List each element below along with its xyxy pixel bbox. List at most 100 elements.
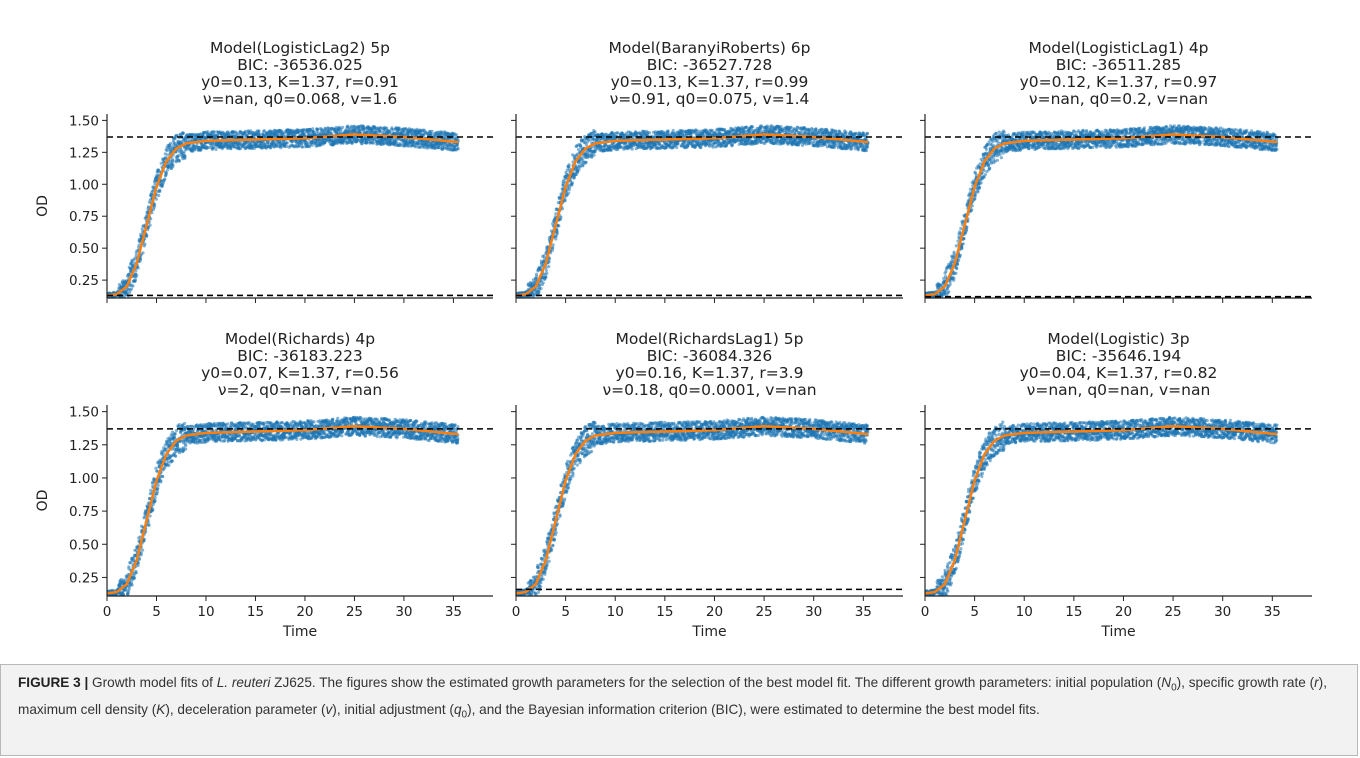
subplot-title-line: BIC: -36536.025: [237, 56, 363, 74]
data-point: [584, 143, 589, 147]
data-point: [789, 125, 793, 129]
data-point: [300, 145, 305, 149]
data-point: [856, 147, 860, 151]
data-point: [570, 181, 575, 185]
data-point: [560, 207, 565, 211]
data-point: [160, 184, 164, 188]
data-point: [643, 144, 647, 148]
data-point: [163, 177, 167, 181]
data-point: [551, 243, 555, 247]
data-point: [810, 141, 814, 145]
data-point: [300, 142, 304, 146]
data-point: [442, 146, 447, 150]
data-point: [539, 286, 543, 291]
data-point: [422, 145, 426, 150]
data-point: [575, 170, 580, 174]
data-point: [149, 217, 153, 221]
data-point: [156, 168, 161, 172]
data-point: [166, 168, 170, 172]
data-point: [865, 132, 870, 136]
data-point: [544, 275, 548, 279]
data-point: [666, 131, 670, 135]
data-point: [703, 134, 707, 138]
data-point: [262, 129, 266, 133]
data-point: [157, 193, 161, 198]
data-points: [516, 124, 870, 301]
data-point: [593, 130, 597, 134]
data-point: [547, 265, 551, 269]
data-point: [129, 287, 134, 291]
data-point: [676, 142, 680, 146]
data-point: [544, 268, 548, 272]
data-point: [609, 148, 613, 152]
data-point: [454, 133, 458, 137]
data-point: [855, 131, 859, 135]
data-point: [181, 131, 185, 135]
data-point: [935, 300, 938, 303]
data-point: [616, 131, 620, 135]
data-point: [527, 298, 530, 301]
data-point: [779, 125, 783, 129]
subplot-title-line: Model(BaranyiRoberts) 6p: [608, 39, 810, 57]
data-point: [211, 143, 215, 147]
data-point: [263, 142, 267, 146]
data-point: [310, 143, 314, 147]
data-point: [671, 128, 675, 133]
data-point: [430, 129, 434, 133]
data-point: [350, 124, 354, 128]
data-point: [834, 130, 838, 134]
data-point: [765, 124, 769, 128]
data-point: [131, 284, 135, 288]
subplot-title-line: ν=0.91, q0=0.075, v=1.4: [610, 90, 810, 108]
data-point: [730, 142, 735, 147]
data-point: [798, 132, 803, 136]
data-point: [153, 182, 157, 186]
data-point: [148, 223, 152, 227]
data-point: [947, 290, 951, 294]
data-point: [555, 230, 559, 234]
data-point: [133, 278, 137, 282]
data-point: [760, 125, 764, 129]
data-point: [141, 251, 145, 255]
data-point: [945, 287, 949, 291]
y-axis-label: OD: [35, 195, 51, 217]
data-point: [865, 145, 870, 149]
data-point: [211, 146, 215, 150]
data-point: [128, 291, 132, 295]
data-point: [864, 148, 869, 153]
data-point: [388, 130, 392, 134]
data-point: [559, 215, 563, 219]
data-point: [177, 154, 181, 158]
data-point: [759, 128, 763, 132]
data-point: [795, 128, 799, 132]
data-point: [803, 130, 807, 134]
data-point: [535, 275, 539, 279]
data-point: [554, 237, 558, 241]
data-point: [812, 139, 816, 144]
data-point: [647, 131, 652, 135]
data-point: [138, 257, 142, 261]
data-point: [244, 129, 248, 133]
data-point: [169, 141, 173, 146]
data-point: [285, 141, 289, 145]
data-point: [554, 212, 558, 216]
data-point: [182, 150, 186, 154]
data-point: [557, 224, 561, 228]
subplot-title-line: BIC: -36527.728: [647, 56, 773, 74]
data-point: [588, 138, 592, 142]
data-point: [797, 143, 801, 147]
data-point: [944, 269, 948, 273]
data-point: [717, 138, 721, 142]
subplot-title-line: BIC: -36511.285: [1056, 56, 1182, 74]
data-point: [541, 281, 545, 285]
data-point: [774, 127, 778, 132]
data-point: [391, 128, 395, 132]
data-point: [455, 143, 459, 147]
data-point: [723, 139, 727, 143]
data-point: [567, 167, 571, 171]
data-point: [385, 126, 389, 130]
data-point: [592, 153, 596, 157]
data-point: [563, 199, 567, 203]
